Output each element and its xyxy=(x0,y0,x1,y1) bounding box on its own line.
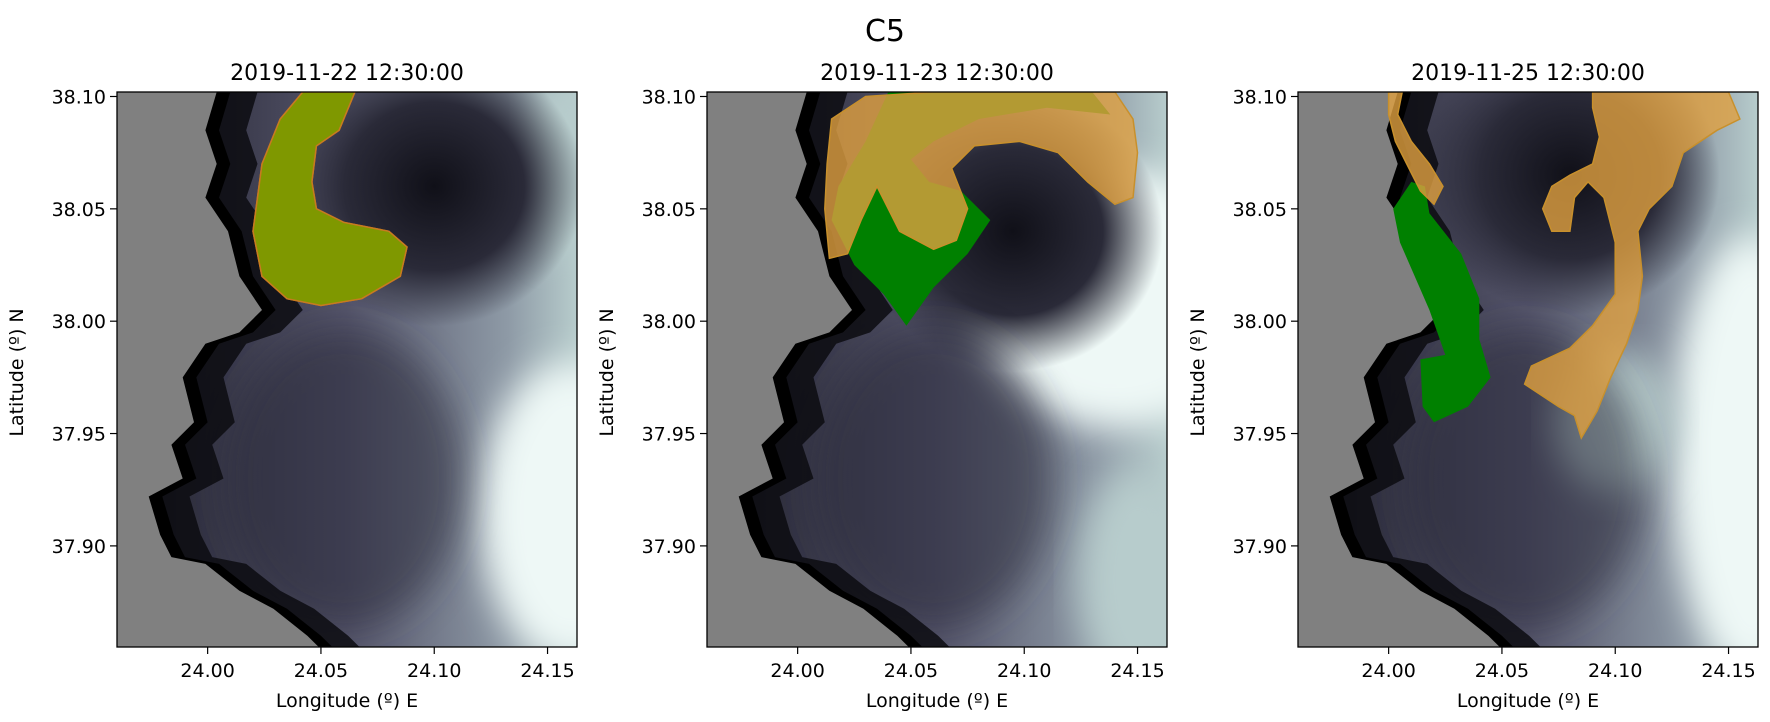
x-tick-label: 24.15 xyxy=(520,660,574,682)
dark-water-zone xyxy=(813,328,1054,629)
figure-suptitle: C5 xyxy=(864,14,906,49)
x-tick-label: 24.10 xyxy=(407,660,461,682)
x-tick-label: 24.05 xyxy=(1475,660,1529,682)
axes-frame xyxy=(116,91,578,648)
y-tick-label: 38.05 xyxy=(1233,199,1287,221)
x-tick-label: 24.00 xyxy=(180,660,234,682)
y-tick-label: 38.05 xyxy=(52,199,106,221)
y-axis-label: Latitude (º) N xyxy=(596,308,618,436)
land-mask xyxy=(1298,92,1500,647)
y-axis-label: Latitude (º) N xyxy=(1187,308,1209,436)
x-tick-label: 24.10 xyxy=(997,660,1051,682)
y-tick-label: 37.90 xyxy=(1233,536,1287,558)
y-tick-label: 37.90 xyxy=(642,536,696,558)
x-tick-label: 24.05 xyxy=(294,660,348,682)
map-panel-3: 2019-11-25 12:30:00 24.00 24.05 24.10 24.15 3… xyxy=(1187,61,1759,712)
patch-orange xyxy=(252,92,408,307)
axes-frame xyxy=(706,91,1168,648)
light-water-zone xyxy=(1671,236,1758,647)
y-tick-label: 37.95 xyxy=(52,424,106,446)
x-axis-label: Longitude (º) E xyxy=(1457,690,1599,712)
x-axis-label: Longitude (º) E xyxy=(866,690,1008,712)
x-tick-label: 24.15 xyxy=(1110,660,1164,682)
dark-water-zone xyxy=(223,328,464,629)
y-axis-label: Latitude (º) N xyxy=(6,308,28,436)
y-tick-label: 37.90 xyxy=(52,536,106,558)
x-tick-label: 24.00 xyxy=(770,660,824,682)
y-tick-label: 38.10 xyxy=(1233,86,1287,108)
y-tick-label: 37.95 xyxy=(642,424,696,446)
land-mask xyxy=(117,92,319,647)
patch-green xyxy=(1393,181,1491,423)
patch-orange-east xyxy=(1523,92,1741,440)
x-tick-label: 24.10 xyxy=(1588,660,1642,682)
patch-orange-west xyxy=(1387,92,1444,206)
y-tick-label: 38.00 xyxy=(52,311,106,333)
x-tick-label: 24.15 xyxy=(1701,660,1755,682)
land-mask xyxy=(707,92,909,647)
x-tick-label: 24.05 xyxy=(884,660,938,682)
panel-title: 2019-11-23 12:30:00 xyxy=(820,61,1054,86)
y-tick-label: 38.00 xyxy=(1233,311,1287,333)
y-tick-label: 38.10 xyxy=(642,86,696,108)
light-water-zone xyxy=(1077,469,1167,647)
x-axis-label: Longitude (º) E xyxy=(276,690,418,712)
y-tick-label: 38.00 xyxy=(642,311,696,333)
map-panel-2: 2019-11-23 12:30:00 24.00 24.05 24.10 24.15 3… xyxy=(596,61,1168,712)
axes-frame xyxy=(1297,91,1759,648)
panel-title: 2019-11-25 12:30:00 xyxy=(1411,61,1645,86)
x-tick-label: 24.00 xyxy=(1361,660,1415,682)
light-water-zone xyxy=(480,362,577,647)
panel-title: 2019-11-22 12:30:00 xyxy=(230,61,464,86)
y-tick-label: 38.05 xyxy=(642,199,696,221)
y-tick-label: 38.10 xyxy=(52,86,106,108)
y-tick-label: 37.95 xyxy=(1233,424,1287,446)
patch-orange xyxy=(824,92,1139,260)
map-panel-1: 2019-11-22 12:30:00 24.00 24.05 24.10 24.15 3… xyxy=(6,61,578,712)
